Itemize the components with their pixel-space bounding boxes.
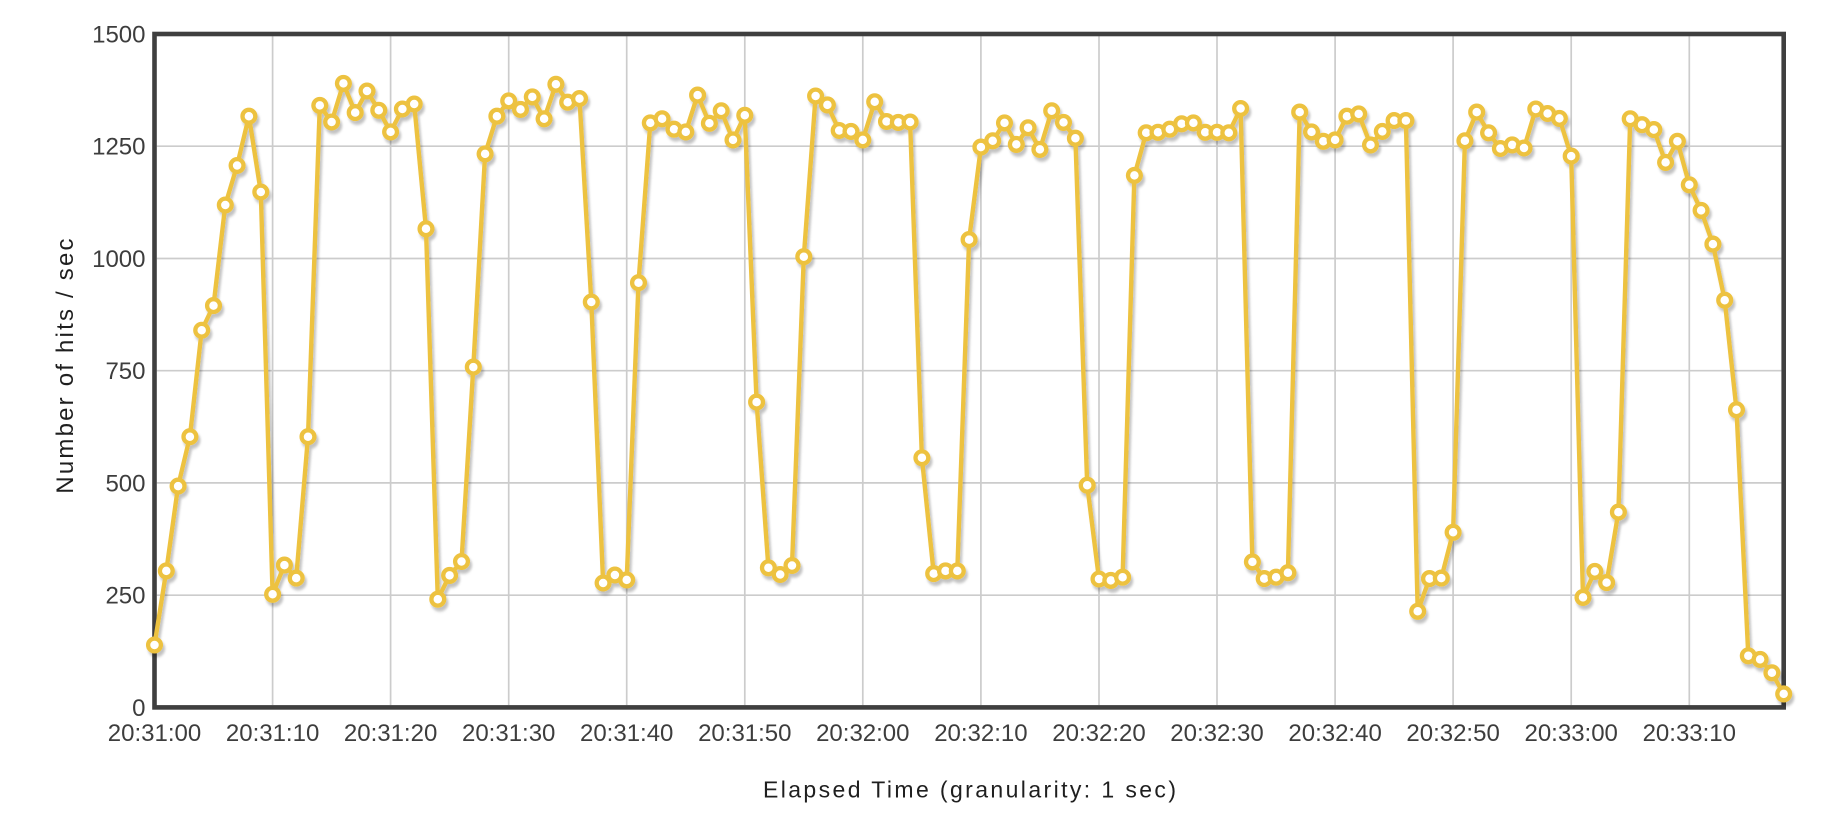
svg-text:750: 750 [105,358,145,385]
svg-text:20:31:20: 20:31:20 [344,720,437,747]
svg-text:1000: 1000 [92,246,145,273]
svg-text:20:32:50: 20:32:50 [1406,720,1499,747]
svg-text:20:32:30: 20:32:30 [1170,720,1263,747]
svg-text:20:31:40: 20:31:40 [580,720,673,747]
svg-text:0: 0 [132,695,145,722]
svg-text:20:31:00: 20:31:00 [108,720,201,747]
svg-text:20:32:40: 20:32:40 [1288,720,1381,747]
svg-text:1250: 1250 [92,134,145,161]
svg-text:20:31:50: 20:31:50 [698,720,791,747]
svg-text:1500: 1500 [92,22,145,49]
svg-text:20:32:10: 20:32:10 [934,720,1027,747]
svg-text:20:33:10: 20:33:10 [1643,720,1736,747]
svg-text:20:32:00: 20:32:00 [816,720,909,747]
svg-text:20:33:00: 20:33:00 [1524,720,1617,747]
svg-text:20:31:30: 20:31:30 [462,720,555,747]
svg-text:Elapsed Time (granularity: 1 s: Elapsed Time (granularity: 1 sec) [763,777,1178,803]
svg-text:Number of hits / sec: Number of hits / sec [52,236,79,493]
svg-text:20:32:20: 20:32:20 [1052,720,1145,747]
svg-text:500: 500 [105,470,145,497]
svg-text:20:31:10: 20:31:10 [226,720,319,747]
svg-text:250: 250 [105,583,145,610]
